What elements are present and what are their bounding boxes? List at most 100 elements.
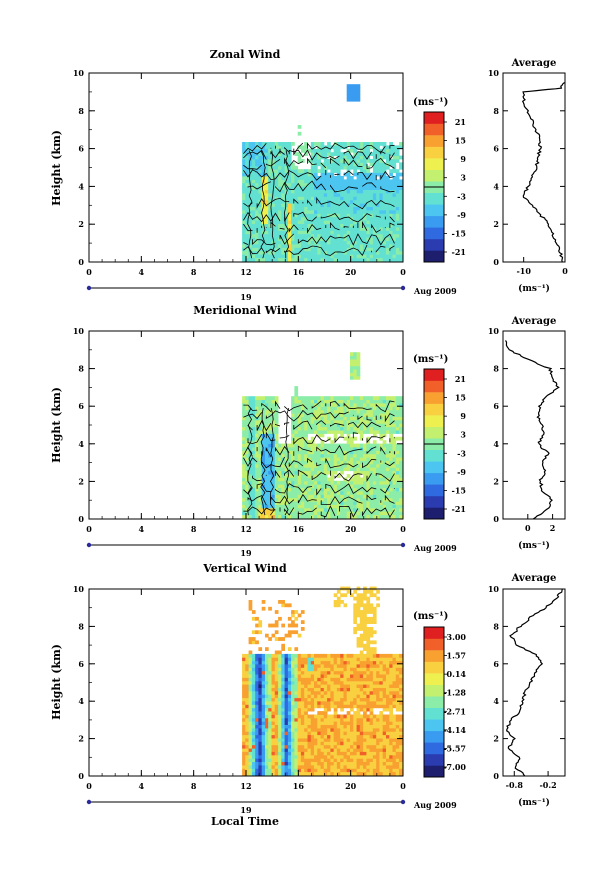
vertical-wind-heatmap-cell <box>353 681 357 685</box>
vertical-wind-heatmap-cell <box>334 684 338 688</box>
meridional-wind-heatmap-cell <box>317 494 321 498</box>
zonal-wind-heatmap-cell <box>291 217 295 221</box>
meridional-wind-heatmap-cell <box>288 505 292 509</box>
meridional-wind-heatmap-cell <box>265 457 269 461</box>
vertical-wind-heatmap-cell <box>337 691 341 695</box>
zonal-wind-heatmap-cell <box>370 186 374 190</box>
zonal-wind-heatmap-cell <box>379 203 383 207</box>
meridional-wind-heatmap-cell <box>360 403 364 407</box>
vertical-wind-heatmap-cell <box>327 688 331 692</box>
meridional-wind-heatmap-cell <box>373 515 377 519</box>
meridional-wind-heatmap-cell <box>308 494 312 498</box>
zonal-wind-heatmap-cell <box>350 196 354 200</box>
meridional-wind-heatmap-cell <box>393 430 397 434</box>
vertical-wind-heatmap-cell <box>272 735 276 739</box>
vertical-wind-heatmap-cell <box>275 725 279 729</box>
meridional-wind-heatmap-cell <box>252 396 256 400</box>
meridional-wind-heatmap-cell <box>311 400 315 404</box>
vertical-wind-heatmap-cell <box>272 765 276 769</box>
vertical-wind-heatmap-cell <box>294 684 298 688</box>
zonal-wind-heatmap-cell <box>340 186 344 190</box>
zonal-wind-heatmap-cell <box>275 224 279 228</box>
meridional-wind-heatmap-cell <box>334 454 338 458</box>
vertical-wind-heatmap-cell <box>340 701 344 705</box>
meridional-wind-heatmap-cell <box>373 505 377 509</box>
zonal-wind-heatmap-cell <box>360 210 364 214</box>
zonal-wind-heatmap-cell <box>252 159 256 163</box>
zonal-wind-heatmap-cell <box>389 207 393 211</box>
meridional-wind-heatmap-cell <box>255 467 259 471</box>
vertical-wind-heatmap-cell <box>275 768 279 772</box>
vertical-wind-heatmap-cell <box>340 755 344 759</box>
zonal-wind-heatmap-cell <box>337 247 341 251</box>
meridional-wind-heatmap-cell <box>255 501 259 505</box>
vertical-wind-heatmap-cell <box>344 752 348 756</box>
zonal-wind-heatmap-cell <box>314 247 318 251</box>
vertical-wind-heatmap-cell <box>324 745 328 749</box>
vertical-wind-heatmap-cell <box>321 745 325 749</box>
zonal-wind-average-unit: (ms⁻¹) <box>518 283 550 294</box>
vertical-wind-heatmap-cell <box>353 678 357 682</box>
meridional-wind-heatmap-cell <box>399 437 403 441</box>
meridional-wind-heatmap-cell <box>383 403 387 407</box>
vertical-wind-heatmap-cell <box>291 741 295 745</box>
meridional-wind-heatmap-cell <box>337 494 341 498</box>
meridional-wind-heatmap-cell <box>373 484 377 488</box>
vertical-wind-heatmap-cell <box>317 762 321 766</box>
vertical-wind-heatmap-cell <box>321 721 325 725</box>
vertical-wind-heatmap-cell <box>281 741 285 745</box>
vertical-wind-heatmap-cell <box>301 748 305 752</box>
meridional-wind-heatmap-cell <box>396 437 400 441</box>
vertical-wind-heatmap-cell <box>324 688 328 692</box>
vertical-wind-heatmap-cell <box>281 667 285 671</box>
vertical-wind-heatmap-cell <box>327 741 331 745</box>
vertical-wind-heatmap-cell <box>262 745 266 749</box>
meridional-wind-heatmap-cell <box>340 515 344 519</box>
meridional-wind-colorbar-swatch <box>424 404 444 416</box>
vertical-wind-heatmap-cell <box>242 745 246 749</box>
vertical-wind-heatmap-cell <box>272 691 276 695</box>
meridional-wind-heatmap-cell <box>350 362 354 366</box>
vertical-wind-heatmap-cell <box>347 661 351 665</box>
vertical-wind-heatmap-cell <box>308 741 312 745</box>
vertical-wind-heatmap-cell <box>350 755 354 759</box>
zonal-wind-heatmap-cell <box>340 159 344 163</box>
zonal-wind-heatmap-cell <box>301 254 305 258</box>
vertical-wind-heatmap-cell <box>258 708 262 712</box>
meridional-wind-heatmap-cell <box>370 508 374 512</box>
vertical-wind-heatmap-cell <box>330 715 334 719</box>
zonal-wind-heatmap-cell <box>340 183 344 187</box>
vertical-wind-heatmap-cell <box>262 765 266 769</box>
meridional-wind-heatmap-cell <box>370 515 374 519</box>
vertical-wind-heatmap-cell <box>272 731 276 735</box>
vertical-wind-heatmap-cell <box>304 657 308 661</box>
vertical-wind-heatmap-cell <box>340 735 344 739</box>
meridional-wind-heatmap-cell <box>366 457 370 461</box>
zonal-wind-heatmap-cell <box>386 183 390 187</box>
zonal-wind-heatmap-cell <box>304 179 308 183</box>
vertical-wind-heatmap-cell <box>304 674 308 678</box>
meridional-wind-heatmap-cell <box>399 494 403 498</box>
zonal-wind-heatmap-cell <box>275 234 279 238</box>
meridional-wind-heatmap-cell <box>360 508 364 512</box>
vertical-wind-heatmap-cell <box>321 731 325 735</box>
zonal-wind-x-tick-label: 12 <box>240 267 251 277</box>
zonal-wind-heatmap-cell <box>389 183 393 187</box>
vertical-wind-heatmap-cell <box>268 624 272 628</box>
meridional-wind-heatmap-cell <box>344 467 348 471</box>
zonal-wind-heatmap-cell <box>330 179 334 183</box>
meridional-wind-heatmap-cell <box>376 427 380 431</box>
vertical-wind-heatmap-cell <box>337 657 341 661</box>
vertical-wind-heatmap-cell <box>353 725 357 729</box>
meridional-wind-heatmap-cell <box>298 427 302 431</box>
zonal-wind-y-tick-label: 0 <box>78 257 84 267</box>
vertical-wind-heatmap-cell <box>298 741 302 745</box>
vertical-wind-heatmap-cell <box>265 701 269 705</box>
vertical-wind-heatmap-cell <box>350 738 354 742</box>
zonal-wind-heatmap-cell <box>265 210 269 214</box>
zonal-wind-heatmap-cell <box>281 166 285 170</box>
zonal-wind-heatmap-cell <box>327 142 331 146</box>
zonal-wind-heatmap-cell <box>317 159 321 163</box>
meridional-wind-heatmap-cell <box>258 471 262 475</box>
zonal-wind-heatmap-cell <box>265 237 269 241</box>
